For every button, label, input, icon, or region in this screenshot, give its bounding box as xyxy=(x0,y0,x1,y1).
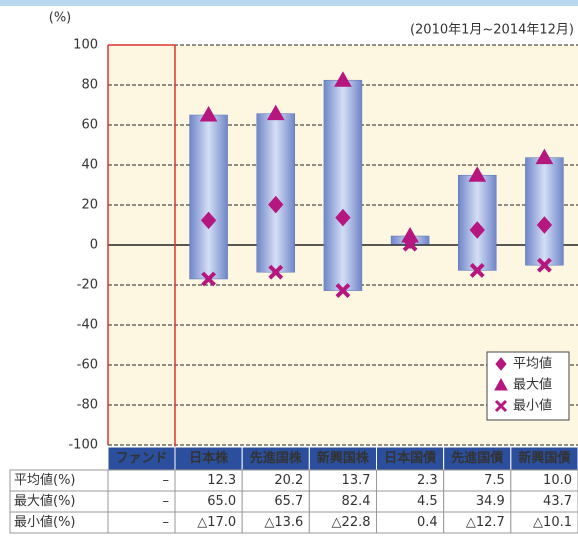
category-label: ファンド xyxy=(115,451,167,466)
triangle-marker xyxy=(468,166,487,182)
subtitle: (2010年1月~2014年12月) xyxy=(410,23,574,38)
y-tick-label: -80 xyxy=(77,398,98,413)
range-bar xyxy=(525,157,564,266)
table-value: – xyxy=(163,515,170,530)
y-unit: (%) xyxy=(49,11,72,26)
y-tick-label: 80 xyxy=(81,78,98,93)
row-label: 最大値(%) xyxy=(14,493,76,509)
cross-marker xyxy=(537,257,552,273)
range-bar xyxy=(256,113,295,273)
triangle-marker xyxy=(334,71,352,87)
table-value: △12.7 xyxy=(466,515,505,530)
diamond-marker xyxy=(469,221,485,239)
diamond-marker xyxy=(536,216,553,234)
cross-marker xyxy=(201,271,216,287)
table-value: △13.6 xyxy=(264,515,303,530)
diamond-marker xyxy=(335,208,351,227)
y-tick-label: -100 xyxy=(68,438,98,453)
table-value: △10.1 xyxy=(533,515,572,530)
range-bar xyxy=(323,79,363,291)
category-label: 日本株 xyxy=(189,450,229,466)
table-value: △17.0 xyxy=(197,515,236,530)
y-tick-label: -40 xyxy=(77,318,98,333)
y-tick-label: 60 xyxy=(81,118,98,133)
legend-label: 最大値 xyxy=(513,377,552,393)
y-tick-label: 40 xyxy=(81,158,98,173)
table-value: 43.7 xyxy=(543,494,572,509)
category-label: 先進国債 xyxy=(451,450,503,466)
diamond-marker xyxy=(200,211,217,230)
table-value: 2.3 xyxy=(417,473,438,488)
legend-marker xyxy=(495,357,507,371)
legend-label: 最小値 xyxy=(513,398,552,414)
table-value: 12.3 xyxy=(207,473,236,488)
table-value: 34.9 xyxy=(476,494,505,509)
category-label: 先進国株 xyxy=(250,450,303,466)
table-value: 10.0 xyxy=(543,473,572,488)
cross-marker xyxy=(335,283,351,299)
table-value: 65.7 xyxy=(274,494,303,509)
category-label: 新興国株 xyxy=(317,450,370,466)
table-value: 4.5 xyxy=(417,494,438,509)
table-value: 13.7 xyxy=(342,473,371,488)
cross-marker xyxy=(469,262,485,278)
cross-marker xyxy=(268,264,284,280)
table-value: △22.8 xyxy=(332,515,371,530)
table-value: 65.0 xyxy=(207,494,236,509)
range-bar xyxy=(189,114,228,280)
legend-label: 平均値 xyxy=(513,356,552,372)
legend-marker xyxy=(494,377,508,391)
cross-marker xyxy=(402,236,418,252)
row-label: 平均値(%) xyxy=(14,472,76,488)
diamond-marker xyxy=(268,195,284,214)
y-tick-label: 100 xyxy=(73,38,98,53)
y-tick-label: -20 xyxy=(77,278,98,293)
triangle-marker xyxy=(199,105,218,122)
table-value: – xyxy=(163,494,170,509)
y-tick-label: 0 xyxy=(90,238,98,253)
table-value: 20.2 xyxy=(274,473,303,488)
triangle-marker xyxy=(266,104,285,121)
legend-marker xyxy=(494,399,508,413)
y-tick-label: 20 xyxy=(81,198,98,213)
category-label: 新興国債 xyxy=(518,450,570,466)
y-tick-label: -60 xyxy=(77,358,98,373)
triangle-marker xyxy=(535,148,554,165)
table-value: 82.4 xyxy=(342,494,371,509)
table-value: 0.4 xyxy=(417,515,438,530)
table-cell xyxy=(510,511,578,534)
table-value: 7.5 xyxy=(484,473,505,488)
category-label: 日本国債 xyxy=(384,450,436,466)
header-band xyxy=(0,0,578,6)
row-label: 最小値(%) xyxy=(14,514,76,530)
table-value: – xyxy=(163,473,170,488)
